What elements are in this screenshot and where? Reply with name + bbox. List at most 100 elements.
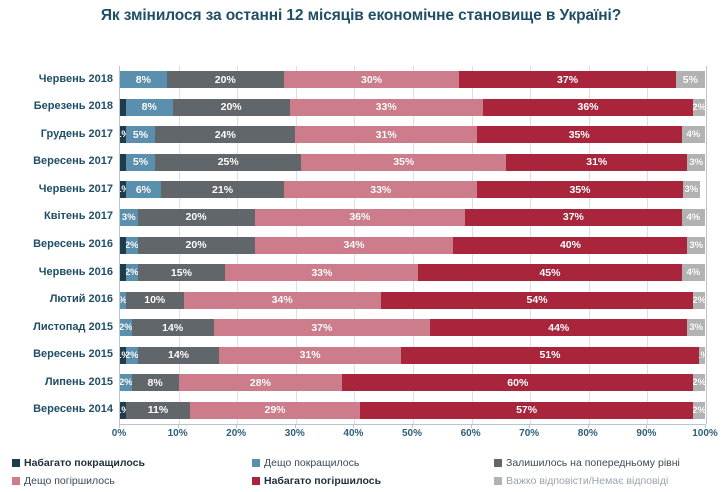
bar-segment: 1% [699, 346, 705, 364]
bar-segment [120, 153, 126, 171]
bar-row: 8% 20% 30% 37% 5% [120, 71, 705, 89]
x-tickmark [353, 424, 355, 428]
legend-item[interactable]: Набагато покращилось [12, 457, 252, 469]
bar-segment: 34% [183, 291, 381, 309]
bar-segment: 6% [125, 181, 162, 199]
category-label: Червень 2017 [38, 182, 113, 195]
bar-segment: 24% [155, 126, 296, 144]
x-tickmark [236, 424, 238, 428]
bar-segment: 25% [155, 153, 302, 171]
bar-row: %10%34%54%2% [120, 291, 706, 309]
legend-item[interactable]: Дещо покращилось [252, 457, 494, 469]
bar-segment: 57% [359, 401, 694, 419]
legend-label: Набагато погіршилось [264, 475, 382, 487]
legend-label: Дещо погіршилось [24, 475, 115, 487]
bar-segment: 8% [120, 71, 167, 89]
plot-area: 8%20%30%37%5%8%20%33%36%2%1%5%24%31%35%4… [119, 66, 707, 424]
x-tick-label: 30% [284, 428, 305, 439]
bar-segment: 33% [289, 98, 483, 116]
bar-row: 8%20%33%36%2% [120, 98, 706, 116]
bar-row: 5% 25% 35% 31% 3% [120, 153, 705, 171]
bar-segment: 60% [342, 374, 694, 392]
bar-segment [120, 236, 126, 254]
bar-segment: 37% [465, 208, 682, 226]
bar-segment: 33% [225, 264, 419, 282]
bar-segment: 20% [137, 208, 255, 226]
bar-segment: 20% [166, 71, 284, 89]
x-tickmark [646, 424, 648, 428]
bar-segment [120, 98, 126, 116]
bar-row: 2%15%33%45%4% [120, 264, 706, 282]
bar-segment: 31% [506, 153, 688, 171]
x-tick-label: 80% [577, 428, 598, 439]
x-tickmark [529, 424, 531, 428]
bar-segment: 34% [254, 236, 454, 254]
x-tick-label: 0% [111, 428, 127, 439]
bar-segment: 4% [681, 208, 706, 226]
bar-segment: 2% [120, 319, 132, 337]
legend-swatch-icon [252, 477, 260, 485]
legend-swatch-icon [494, 477, 502, 485]
x-tickmark [177, 424, 179, 428]
bar-segment: 1% [120, 401, 126, 419]
legend-item[interactable]: Важко відповісти/Немає відповіді [494, 475, 712, 487]
x-tickmark [294, 424, 296, 428]
bar-segment: 37% [459, 71, 676, 89]
x-tickmark [470, 424, 472, 428]
bar-row: 2%8%28%60%2% [120, 374, 705, 392]
chart-title: Як змінилося за останні 12 місяців еконо… [100, 7, 622, 24]
bar-segment: 14% [131, 319, 214, 337]
bar-segment: 51% [400, 346, 700, 364]
x-tickmark [705, 424, 706, 428]
bar-segment: 3% [120, 208, 138, 226]
bar-segment: % [120, 291, 126, 309]
x-tick-label: 90% [636, 428, 657, 439]
category-label: Вересень 2014 [33, 403, 113, 416]
bar-segment: 31% [295, 126, 477, 144]
bar-segment: 35% [301, 153, 507, 171]
bar-segment: 1% [120, 181, 126, 199]
bar-segment: 2% [693, 291, 706, 309]
bar-segment: 8% [125, 98, 173, 116]
bar-segment: 1% [120, 346, 126, 364]
legend-swatch-icon [12, 459, 20, 467]
category-label: Лютий 2016 [49, 293, 113, 306]
bar-segment: 4% [681, 126, 705, 144]
bar-segment: 14% [137, 346, 220, 364]
bar-segment: 5% [125, 153, 156, 171]
bar-row: 3% 20% 36% 37% 4% [120, 208, 706, 226]
legend-item[interactable]: Дещо погіршилось [12, 475, 252, 487]
legend-item[interactable]: Набагато погіршилось [252, 475, 494, 487]
bar-segment: 5% [675, 71, 705, 89]
bar-segment: 2% [125, 264, 138, 282]
bar-segment: 35% [476, 126, 682, 144]
x-tick-label: 40% [343, 428, 364, 439]
legend-label: Дещо покращилось [264, 457, 360, 469]
bar-row: 1%2%14%31%51%1% [120, 346, 705, 364]
bar-segment: 20% [137, 236, 255, 254]
bar-segment: 54% [380, 291, 694, 309]
bar-segment: 36% [482, 98, 694, 116]
bar-segment: 15% [137, 264, 226, 282]
x-tickmark [119, 424, 120, 428]
category-label: Вересень 2017 [33, 155, 113, 168]
x-tick-label: 10% [167, 428, 188, 439]
bar-segment: 2% [693, 401, 705, 419]
bar-segment: 40% [453, 236, 688, 254]
bar-segment: 1% [120, 126, 126, 144]
gridline [706, 66, 707, 424]
category-label: Червень 2018 [38, 72, 113, 85]
category-label: Грудень 2017 [40, 127, 113, 140]
bar-row: 2%20%34%40%3% [120, 236, 705, 254]
bar-segment: 33% [284, 181, 478, 199]
bar-segment [120, 264, 126, 282]
bar-row: 2%14%37%44%3% [120, 319, 705, 337]
bar-segment: 29% [190, 401, 360, 419]
legend-item[interactable]: Залишилось на попередньому рівні [494, 457, 712, 469]
x-tick-label: 50% [401, 428, 423, 439]
chart-legend: Набагато покращилось Дещо покращилось Зали… [12, 454, 712, 490]
bar-segment: 45% [418, 264, 682, 282]
bar-segment: 21% [161, 181, 285, 199]
bar-segment: 2% [125, 346, 138, 364]
